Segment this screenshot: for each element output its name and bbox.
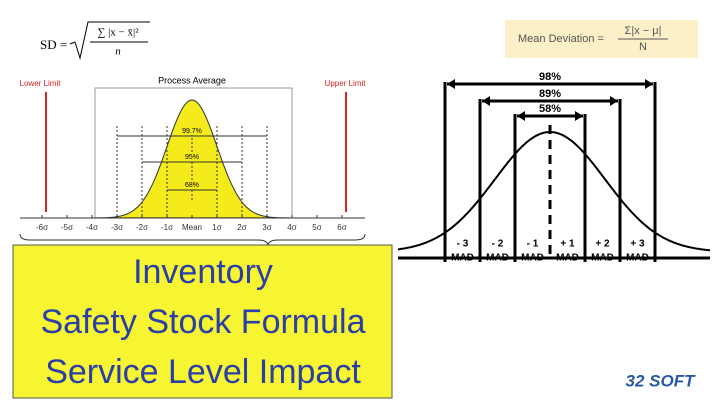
mad-numerator: Σ|x − μ| [625,25,662,37]
zone-label: + 3 [630,239,645,250]
axis-label: -5σ [61,223,73,232]
title-line: Inventory [133,253,273,291]
mad-lhs: Mean Deviation = [518,33,604,45]
axis-label: 5σ [312,223,321,232]
title-line: Safety Stock Formula [40,303,365,341]
axis-label: 1σ [212,223,221,232]
zone-label: + 2 [595,239,610,250]
zone-label: - 3 [457,239,469,250]
upper-limit: Upper Limit [325,79,367,88]
sd-numerator: ∑ |x − x̄|² [98,27,140,39]
sd-denominator: n [115,46,121,58]
band-label: 95% [185,154,199,161]
label-bg [180,152,204,161]
axis-label: 6σ [337,223,346,232]
axis-label: 2σ [237,223,246,232]
axis-label: Mean [182,223,202,232]
axis-label: -4σ [86,223,98,232]
sqrt-sign [69,21,150,60]
band-label: 58% [539,103,561,115]
axis-label: 4σ [287,223,296,232]
zone-label: MAD [556,253,579,264]
band-label: 89% [539,88,561,100]
bell-curve [397,131,711,252]
zone-label: MAD [486,253,509,264]
zone-label: + 1 [560,239,575,250]
label-bg [180,126,204,135]
sd-lhs: SD = [40,37,67,52]
zone-label: - 1 [527,239,539,250]
process-average: Process Average [158,75,226,85]
band-label: 68% [185,182,199,189]
arrow-head [517,111,583,121]
axis-label: -2σ [136,223,148,232]
label-bg [180,180,204,189]
axis-label: -6σ [36,223,48,232]
axis-label: 3σ [262,223,271,232]
zone-label: MAD [451,253,474,264]
axis-label: -3σ [111,223,123,232]
zone-label: - 2 [492,239,504,250]
zone-label: MAD [521,253,544,264]
zone-label: MAD [591,253,614,264]
band-label: 99.7% [182,128,202,135]
brand: 32 SOFT [626,371,697,390]
lower-limit: Lower Limit [20,79,62,88]
mad-denominator: N [639,41,647,53]
axis-label: -1σ [161,223,173,232]
zone-label: MAD [626,253,649,264]
band-label: 98% [539,71,561,83]
title-box [12,244,393,399]
title-line: Service Level Impact [45,353,361,391]
